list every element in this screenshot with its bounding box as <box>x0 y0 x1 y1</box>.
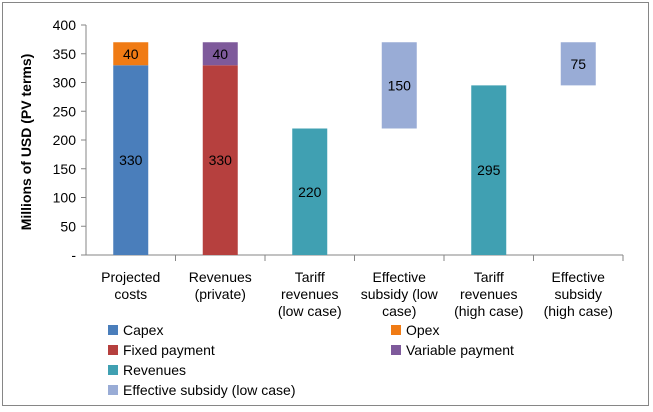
bar-fixed-payment <box>202 65 238 255</box>
x-category-label: subsidy <box>555 286 602 302</box>
bar-opex <box>113 42 149 66</box>
data-label: 220 <box>298 184 322 200</box>
data-label: 150 <box>388 77 412 93</box>
y-tick-label: 300 <box>53 75 77 91</box>
y-tick-label: 250 <box>53 103 77 119</box>
y-tick-label: - <box>71 247 76 263</box>
stacked-bar-chart: Millions of USD (PV terms) - 50 100 150 200 2… <box>18 17 624 398</box>
legend-label: Capex <box>123 322 163 338</box>
x-category-label: Projected <box>101 269 160 285</box>
bars <box>113 42 596 255</box>
data-label: 330 <box>209 152 233 168</box>
x-category-label: Effective <box>373 269 427 285</box>
legend-swatch <box>108 365 118 375</box>
data-label: 295 <box>477 162 501 178</box>
chart-frame: Millions of USD (PV terms) - 50 100 150 200 2… <box>2 2 649 406</box>
x-category-label: case) <box>382 303 416 319</box>
legend-label: Opex <box>406 322 439 338</box>
legend-swatch <box>391 345 401 355</box>
data-label: 330 <box>119 152 143 168</box>
axes <box>85 25 624 261</box>
legend-swatch <box>391 325 401 335</box>
bar-revenues <box>292 128 328 255</box>
x-category-label: revenues <box>281 286 339 302</box>
x-category-label: subsidy (low <box>361 286 439 302</box>
y-axis-ticks: - 50 100 150 200 250 300 350 400 <box>53 17 86 263</box>
bar-effective-subsidy-low-case <box>381 42 417 129</box>
bar-variable-payment <box>202 42 238 66</box>
legend-swatch <box>108 385 118 395</box>
y-tick-label: 100 <box>53 190 77 206</box>
x-category-label: Revenues <box>189 269 252 285</box>
y-tick-label: 350 <box>53 46 77 62</box>
x-category-label: (private) <box>195 286 246 302</box>
y-tick-label: 400 <box>53 17 77 33</box>
x-category-label: (low case) <box>278 303 342 319</box>
legend: Capex Opex Fixed payment Variable payment Re… <box>108 322 514 398</box>
bar-effective-subsidy-low-case <box>560 42 596 86</box>
x-category-label: Tariff <box>295 269 325 285</box>
legend-label: Variable payment <box>406 342 514 358</box>
x-category-label: Tariff <box>474 269 504 285</box>
bar-capex <box>113 65 149 255</box>
x-category-label: costs <box>114 286 147 302</box>
data-label: 40 <box>212 46 228 62</box>
legend-label: Fixed payment <box>123 342 215 358</box>
legend-swatch <box>108 345 118 355</box>
x-category-label: (high case) <box>544 303 613 319</box>
y-tick-label: 200 <box>53 132 77 148</box>
legend-label: Effective subsidy (low case) <box>123 382 295 398</box>
y-tick-label: 150 <box>53 161 77 177</box>
x-category-label: revenues <box>460 286 518 302</box>
bar-revenues <box>471 85 507 255</box>
data-label: 75 <box>570 56 586 72</box>
x-axis-category-labels: ProjectedcostsRevenues(private)Tariffrev… <box>101 269 613 319</box>
x-category-label: (high case) <box>454 303 523 319</box>
legend-label: Revenues <box>123 362 186 378</box>
data-label: 40 <box>123 46 139 62</box>
x-category-label: Effective <box>552 269 606 285</box>
legend-swatch <box>108 325 118 335</box>
data-labels: 330 40 330 40 220 150 295 75 <box>119 46 586 200</box>
y-axis-label: Millions of USD (PV terms) <box>18 54 34 231</box>
y-tick-label: 50 <box>60 218 76 234</box>
y-axis-label-group: Millions of USD (PV terms) <box>18 54 34 231</box>
